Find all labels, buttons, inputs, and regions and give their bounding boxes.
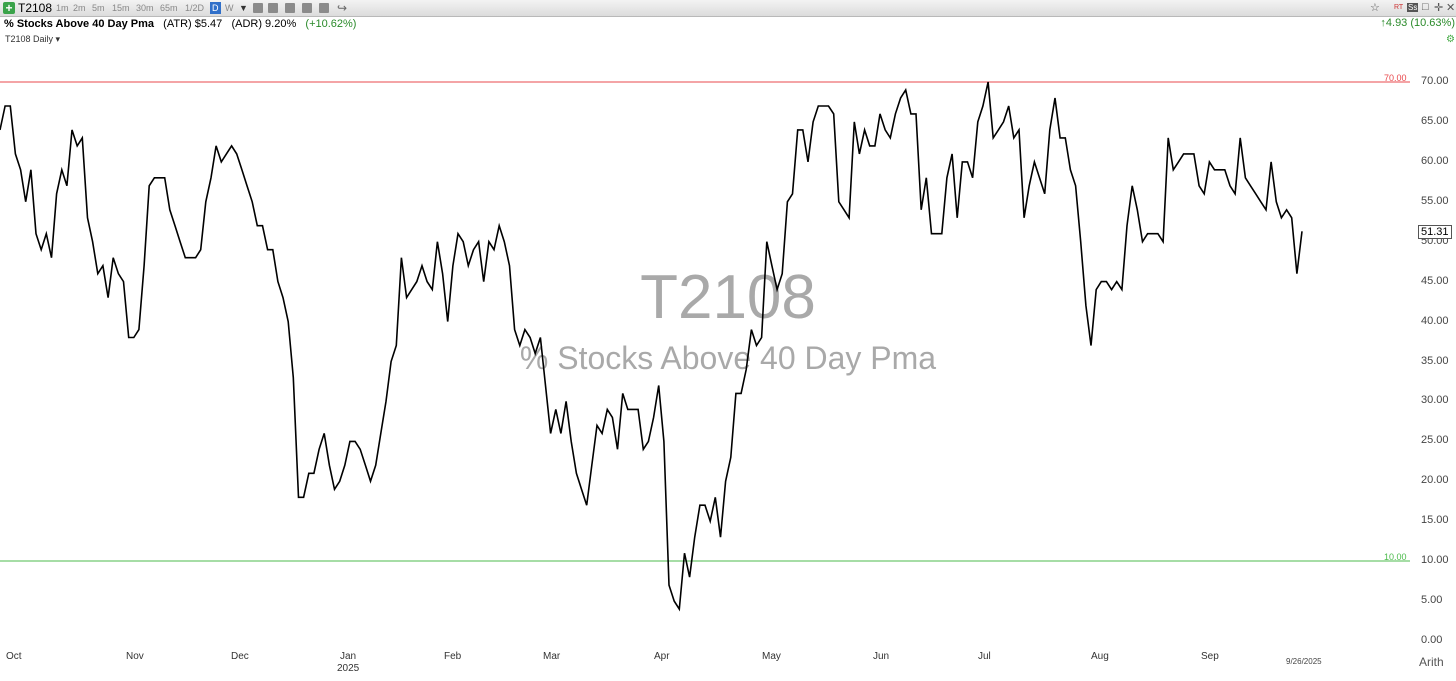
interval-1m-button[interactable]: 1m <box>56 3 69 13</box>
x-tick-label: Feb <box>444 651 462 662</box>
end-date-label: 9/26/2025 <box>1286 657 1322 666</box>
y-tick-label: 35.00 <box>1421 354 1449 367</box>
up-arrow-icon: ↑ <box>1380 17 1386 29</box>
y-tick-label: 0.00 <box>1421 634 1443 646</box>
interval-half-day-button[interactable]: 1/2D <box>185 3 205 13</box>
x-tick-label: Oct <box>6 651 22 662</box>
pencil-icon[interactable] <box>302 3 312 13</box>
y-tick-label: 20.00 <box>1421 474 1449 487</box>
atr-value: (ATR) $5.47 <box>163 18 223 30</box>
chart-toolbar: + T2108 1m 2m 5m 15m 30m 65m 1/2D D W ▼ … <box>0 0 1456 17</box>
close-icon[interactable]: ✕ <box>1446 2 1456 14</box>
x-tick-label: Mar <box>543 651 561 662</box>
x-tick-label: Dec <box>231 651 249 662</box>
chart-subtitle[interactable]: T2108 Daily ▾ <box>5 34 60 45</box>
interval-15m-button[interactable]: 15m <box>112 3 130 13</box>
y-tick-label: 65.00 <box>1421 114 1449 127</box>
y-tick-label: 60.00 <box>1421 154 1449 167</box>
y-tick-label: 45.00 <box>1421 274 1449 287</box>
screen-icon[interactable]: Ss <box>1407 3 1419 12</box>
window-icon[interactable]: □ <box>1422 1 1429 13</box>
x-tick-label: Aug <box>1091 651 1109 662</box>
chart-header: % Stocks Above 40 Day Pma (ATR) $5.47 (A… <box>4 17 356 31</box>
realtime-icon[interactable]: RT <box>1394 4 1404 11</box>
y-tick-label: 30.00 <box>1421 394 1449 407</box>
interval-2m-button[interactable]: 2m <box>73 3 86 13</box>
y-tick-label: 5.00 <box>1421 594 1443 607</box>
last-value-box: 51.31 <box>1418 225 1452 239</box>
x-tick-label: Jul <box>978 651 991 662</box>
add-symbol-icon[interactable]: + <box>3 2 15 14</box>
adr-value: (ADR) 9.20% <box>231 18 297 30</box>
grid-tool-icon[interactable] <box>285 3 295 13</box>
move-icon[interactable]: ✛ <box>1434 2 1444 14</box>
watermark-name: % Stocks Above 40 Day Pma <box>519 340 937 376</box>
y-tick-label: 15.00 <box>1421 514 1449 527</box>
y-tick-label: 40.00 <box>1421 314 1449 327</box>
interval-dropdown-icon[interactable]: ▼ <box>239 3 248 13</box>
indicator-name: % Stocks Above 40 Day Pma <box>4 18 154 30</box>
settings-icon[interactable]: ⚙ <box>1446 34 1455 45</box>
chart-subtitle-label: T2108 Daily <box>5 34 54 44</box>
x-tick-label: Sep <box>1201 651 1219 662</box>
share-icon[interactable]: ↪ <box>337 1 348 15</box>
right-change-readout: ↑4.93 (10.63%) <box>1380 17 1455 29</box>
scale-mode-button[interactable]: Arith <box>1419 655 1444 669</box>
y-tick-label: 25.00 <box>1421 434 1449 447</box>
text-tool-icon[interactable] <box>253 3 263 13</box>
upper-level-label: 70.00 <box>1384 73 1407 83</box>
line-tool-icon[interactable] <box>268 3 278 13</box>
interval-5m-button[interactable]: 5m <box>92 3 105 13</box>
lower-level-label: 10.00 <box>1384 552 1407 562</box>
x-tick-label: Apr <box>654 651 670 662</box>
chevron-down-icon: ▾ <box>55 34 61 44</box>
interval-weekly-button[interactable]: W <box>225 3 234 13</box>
right-change-value: 4.93 (10.63%) <box>1385 17 1455 29</box>
symbol-label[interactable]: T2108 <box>18 1 53 15</box>
watermark-symbol: T2108 <box>640 263 816 332</box>
x-year-label: 2025 <box>337 663 360 674</box>
tag-icon[interactable] <box>319 3 329 13</box>
y-tick-label: 70.00 <box>1421 75 1449 87</box>
interval-65m-button[interactable]: 65m <box>160 3 178 13</box>
x-tick-label: Jan <box>340 651 357 662</box>
series-line <box>0 81 1303 612</box>
percent-change: (+10.62%) <box>305 18 357 30</box>
interval-30m-button[interactable]: 30m <box>136 3 154 13</box>
favorite-icon[interactable]: ☆ <box>1370 2 1380 14</box>
x-tick-label: May <box>762 651 781 662</box>
interval-daily-button[interactable]: D <box>210 2 221 14</box>
y-tick-label: 10.00 <box>1421 554 1449 567</box>
x-tick-label: Nov <box>126 651 144 662</box>
x-tick-label: Jun <box>873 651 890 662</box>
y-tick-label: 55.00 <box>1421 194 1449 207</box>
